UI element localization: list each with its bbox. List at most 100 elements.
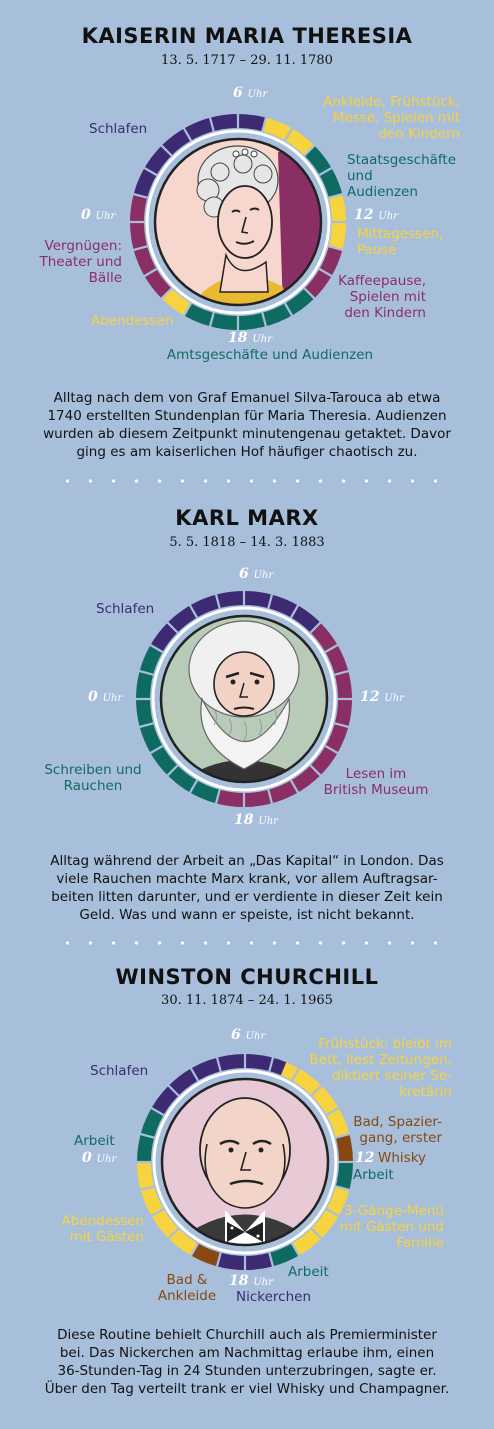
hour-tick	[215, 1251, 222, 1268]
hour-tick	[138, 722, 155, 729]
title-winston-churchill: WINSTON CHURCHILL	[115, 965, 379, 989]
hour-tick	[317, 166, 333, 177]
hour-tick	[283, 127, 294, 143]
hour-tick	[327, 192, 344, 199]
label-schlafen: Schlafen	[89, 121, 148, 137]
hour-tick	[261, 311, 268, 328]
hour-tick	[290, 1067, 301, 1083]
label-amtsgeschaefte: Amtsgeschäfte und Audienzen	[166, 347, 374, 363]
hour-tick	[188, 604, 199, 620]
schedule-ring	[136, 1053, 354, 1271]
hour-tick	[327, 245, 344, 252]
description-winston-churchill: Diese Routine behielt Churchill auch als…	[44, 1327, 450, 1397]
hour-tick	[167, 1084, 181, 1098]
segment-work	[335, 1161, 353, 1190]
hour-tick	[267, 788, 274, 805]
hour-6-label: 6 Uhr	[239, 566, 274, 582]
hour-tick	[160, 286, 174, 300]
label-abendessen: Abendessen mit Gästen	[61, 1213, 144, 1245]
label-staatsgeschaefte: Staatsgeschäfte und Audienzen	[347, 152, 457, 200]
ring-inner-border	[145, 129, 331, 315]
hour-tick	[302, 144, 316, 158]
hour-tick	[283, 301, 294, 317]
hour-18-label: 18 Uhr	[234, 812, 279, 828]
clock-winston-churchill	[136, 1053, 354, 1271]
hour-tick	[317, 267, 333, 278]
label-abendessen: Abendessen	[91, 313, 174, 329]
label-schlafen: Schlafen	[96, 601, 155, 617]
dates-maria-theresia: 13. 5. 1717 – 29. 11. 1780	[161, 53, 333, 68]
hour-tick	[268, 1056, 275, 1073]
ring-inner-border	[151, 606, 337, 792]
title-maria-theresia: KAISERIN MARIA THERESIA	[81, 24, 413, 48]
hour-0-label: 0 Uhr	[82, 1150, 117, 1166]
label-vergnuegen: Vergnügen: Theater und Bälle	[39, 238, 122, 286]
hour-tick	[166, 621, 180, 635]
hour-tick	[182, 301, 193, 317]
label-nickerchen: Nickerchen	[236, 1289, 312, 1305]
segment-work	[269, 1243, 299, 1267]
hour-tick	[208, 116, 215, 133]
divider	[56, 941, 438, 945]
hour-tick	[290, 1241, 301, 1257]
hour-tick	[268, 1251, 275, 1268]
clock-karl-marx	[135, 590, 353, 808]
hour-tick	[214, 788, 221, 805]
portrait-maria-theresia	[155, 139, 321, 305]
segment-whisky	[191, 1243, 221, 1267]
hour-tick	[150, 1106, 166, 1117]
hour-tick	[132, 245, 149, 252]
hour-tick	[323, 643, 339, 654]
segment-work	[136, 698, 220, 804]
hour-tick	[132, 192, 149, 199]
hour-tick	[150, 1207, 166, 1218]
segment-meal	[291, 1186, 350, 1256]
hour-18-label: 18 Uhr	[228, 330, 273, 346]
clock-maria-theresia	[129, 113, 347, 331]
dates-winston-churchill: 30. 11. 1874 – 24. 1. 1965	[161, 993, 333, 1008]
hour-12-label: 12	[355, 1150, 375, 1166]
hour-12-label: 12 Uhr	[354, 207, 399, 223]
hour-tick	[267, 593, 274, 610]
segment-leisure	[130, 194, 148, 223]
hour-tick	[324, 1207, 340, 1218]
label-mittagessen: Mittagessen, Pause	[357, 226, 444, 258]
hour-tick	[302, 286, 316, 300]
hour-0-label: 0 Uhr	[81, 207, 116, 223]
label-menue: 3-Gänge-Menü mit Gästen und Familie	[339, 1203, 444, 1251]
hour-18-label: 18 Uhr	[229, 1273, 274, 1289]
dates-karl-marx: 5. 5. 1818 – 14. 3. 1883	[169, 535, 325, 550]
hour-tick	[289, 778, 300, 794]
hour-tick	[308, 621, 322, 635]
label-schreiben: Schreiben und Rauchen	[44, 762, 142, 794]
hour-tick	[333, 722, 350, 729]
hour-tick	[160, 144, 174, 158]
hour-tick	[189, 1241, 200, 1257]
title-karl-marx: KARL MARX	[175, 506, 319, 530]
schedule-ring	[129, 113, 347, 331]
segment-work	[184, 288, 315, 330]
segment-meal	[280, 1062, 350, 1138]
hour-12-label: 12 Uhr	[360, 689, 405, 705]
hour-tick	[334, 1185, 351, 1192]
hour-tick	[308, 763, 322, 777]
hour-tick	[182, 127, 193, 143]
label-arbeit-nacht: Arbeit	[74, 1133, 115, 1149]
hour-tick	[334, 1132, 351, 1139]
divider	[56, 479, 438, 483]
label-kaffeepause: Kaffeepause, Spielen mit den Kindern	[338, 273, 426, 321]
hour-tick	[143, 166, 159, 177]
ring-inner-border	[152, 1069, 338, 1255]
hour-tick	[208, 311, 215, 328]
hour-tick	[289, 604, 300, 620]
label-ankleide: Ankleide, Frühstück, Messe, Spielen mit de…	[323, 94, 460, 142]
hour-6-label: 6 Uhr	[233, 85, 268, 101]
hour-tick	[149, 744, 165, 755]
hour-tick	[167, 1226, 181, 1240]
hour-0-label: 0 Uhr	[88, 689, 123, 705]
hour-tick	[309, 1084, 323, 1098]
hour-tick	[139, 1132, 156, 1139]
hour-tick	[215, 1056, 222, 1073]
label-fruehstueck: Frühstück: bleibt im Bett, liest Zeitunge…	[309, 1036, 452, 1100]
hour-tick	[214, 593, 221, 610]
